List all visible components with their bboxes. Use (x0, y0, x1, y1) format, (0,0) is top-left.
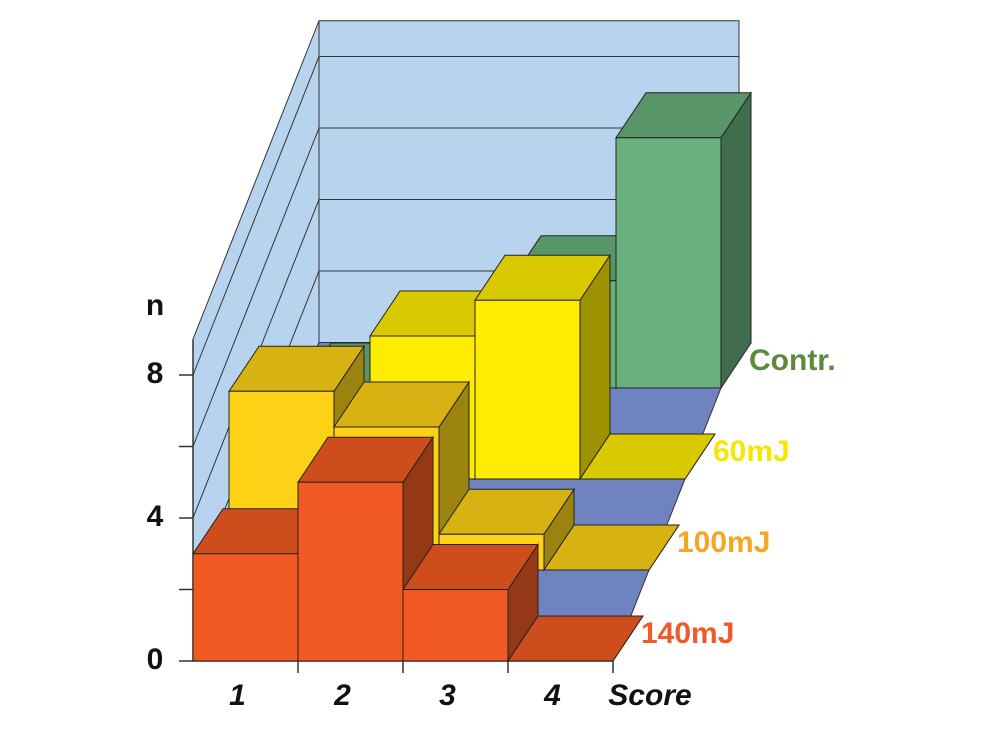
bar (543, 524, 680, 571)
bar-front (615, 137, 722, 389)
bar-front (192, 553, 299, 662)
grid-line (192, 127, 739, 447)
bar-top (579, 433, 716, 480)
bar-front (474, 299, 581, 480)
bar-top (507, 615, 644, 662)
grid-line (192, 56, 739, 376)
y-tick-label: 0 (147, 643, 164, 676)
x-tick-label: 1 (229, 679, 246, 712)
bar (474, 253, 611, 481)
bar (579, 433, 716, 480)
bar-top (543, 524, 680, 571)
x-tick-label: 4 (543, 679, 561, 712)
bar (402, 542, 539, 663)
x-axis-label: Score (608, 679, 691, 712)
legend-label: Contr. (749, 344, 836, 377)
bar-front (402, 589, 509, 662)
legend-label: 140mJ (641, 617, 734, 650)
legend-label: 60mJ (713, 435, 790, 468)
bar (507, 615, 644, 662)
x-tick-label: 2 (333, 679, 351, 712)
y-tick-label: 8 (147, 357, 164, 390)
legend-label: 100mJ (677, 526, 770, 559)
y-axis-label: n (146, 289, 164, 322)
bar-side (720, 91, 752, 390)
y-tick-label: 4 (147, 500, 164, 533)
x-tick-label: 3 (439, 679, 456, 712)
bar (615, 91, 752, 390)
bar-front (297, 481, 404, 662)
